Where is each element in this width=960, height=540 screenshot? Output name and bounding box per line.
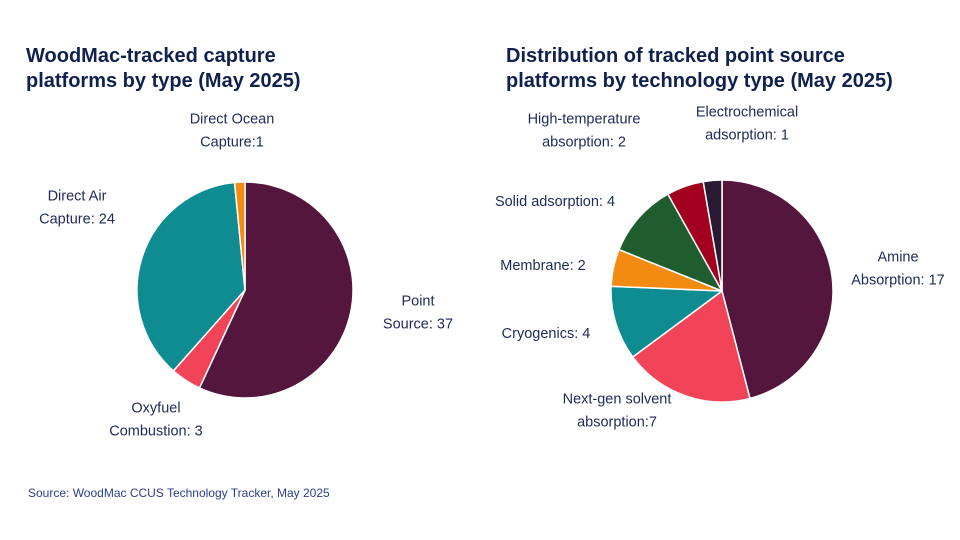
chart-title-line: Distribution of tracked point source [506,45,845,67]
slice-label-line: Next-gen solvent [563,392,672,408]
slice-label-line: Absorption: 17 [851,273,945,289]
slice-label-oxyfuel-combustion: Oxyfuel Combustion: 3 [109,401,203,440]
slice-label-amine-absorption: Amine Absorption: 17 [851,250,945,289]
slice-label-electrochemical-adsorption: Electrochemical adsorption: 1 [696,105,798,144]
slice-label-direct-ocean-capture: Direct Ocean Capture:1 [190,112,275,151]
slice-label-line: Source: 37 [383,317,453,333]
slice-label-line: Amine [877,250,918,266]
chart-title-line: platforms by technology type (May 2025) [506,70,893,92]
slice-label-line: Solid adsorption: 4 [495,194,615,210]
slice-label-line: High-temperature [528,112,641,128]
pie-chart-capture-platforms: Point Source: 37 Oxyfuel Combustion: 3 Direc… [39,112,453,440]
pie-slice-direct-ocean-capture [233,181,246,291]
slice-label-line: absorption:7 [577,415,657,431]
source-note: Source: WoodMac CCUS Technology Tracker,… [28,486,330,500]
pie-slice-solid-adsorption [618,193,723,292]
pie-slice-point-source [198,181,354,399]
slice-label-line: Oxyfuel [131,401,180,417]
slice-label-cryogenics: Cryogenics: 4 [502,326,591,342]
slice-label-direct-air-capture: Direct Air Capture: 24 [39,189,115,228]
slice-label-line: Direct Air [48,189,107,205]
pie-slice-cryogenics [610,285,723,358]
slice-label-line: absorption: 2 [542,135,626,151]
slice-label-line: adsorption: 1 [705,128,789,144]
chart-title-capture-platforms: WoodMac-tracked capture platforms by typ… [26,44,446,94]
pie-slice-electrochemical-adsorption [702,179,723,292]
slice-label-line: Cryogenics: 4 [502,326,591,342]
slice-label-line: Electrochemical [696,105,798,121]
slice-label-solid-adsorption: Solid adsorption: 4 [495,194,615,210]
pie-slice-direct-air-capture [136,181,246,372]
pie-slice-amine-absorption [721,179,834,400]
slice-label-line: Point [401,294,434,310]
pie-slice-next-gen-solvent-absorption [632,290,751,403]
slice-label-membrane: Membrane: 2 [500,258,585,274]
slice-label-line: Direct Ocean [190,112,275,128]
slice-label-point-source: Point Source: 37 [383,294,453,333]
slice-label-line: Capture: 24 [39,212,115,228]
pie-chart-point-source-technologies: Amine Absorption: 17 Next-gen solvent absor… [495,105,945,431]
slice-label-line: Capture:1 [200,135,264,151]
chart-title-line: platforms by type (May 2025) [26,70,301,92]
slice-label-line: Membrane: 2 [500,258,585,274]
slice-label-line: Combustion: 3 [109,424,203,440]
chart-title-line: WoodMac-tracked capture [26,45,276,67]
slice-label-high-temperature-absorption: High-temperature absorption: 2 [528,112,641,151]
chart-title-point-source-distribution: Distribution of tracked point source pla… [506,44,946,94]
slice-label-next-gen-solvent-absorption: Next-gen solvent absorption:7 [563,392,672,431]
